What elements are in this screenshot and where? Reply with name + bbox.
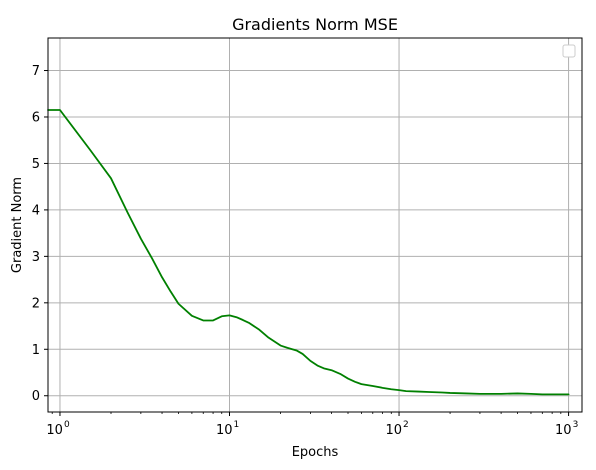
plot-area: [48, 38, 582, 412]
x-ticks: 10 0 10 1 10 2 10 3: [46, 412, 578, 438]
y-tick-label: 2: [32, 296, 40, 311]
y-tick-label: 6: [32, 110, 40, 125]
y-ticks: 0 1 2 3 4 5 6 7: [32, 64, 48, 404]
x-tick-exponent: 3: [573, 420, 579, 430]
series-line: [47, 109, 570, 396]
x-axis-label: Epochs: [292, 445, 339, 460]
y-tick-label: 3: [32, 250, 40, 265]
x-tick-exponent: 1: [234, 420, 240, 430]
legend-box: [562, 44, 576, 58]
x-tick-label: 10: [385, 423, 402, 438]
y-tick-label: 5: [32, 157, 40, 172]
y-tick-label: 4: [32, 203, 40, 218]
x-tick-label: 10: [46, 423, 63, 438]
grid: [48, 38, 582, 412]
x-tick-label: 10: [555, 423, 572, 438]
chart-title: Gradients Norm MSE: [232, 15, 398, 34]
y-axis-label: Gradient Norm: [10, 177, 25, 273]
x-tick-label: 10: [216, 423, 233, 438]
x-tick-exponent: 2: [403, 420, 409, 430]
y-tick-label: 0: [32, 389, 40, 404]
y-tick-label: 7: [32, 64, 40, 79]
series-lines: [47, 109, 570, 396]
x-tick-exponent: 0: [64, 420, 70, 430]
plot-frame: [47, 37, 583, 413]
y-tick-label: 1: [32, 343, 40, 358]
